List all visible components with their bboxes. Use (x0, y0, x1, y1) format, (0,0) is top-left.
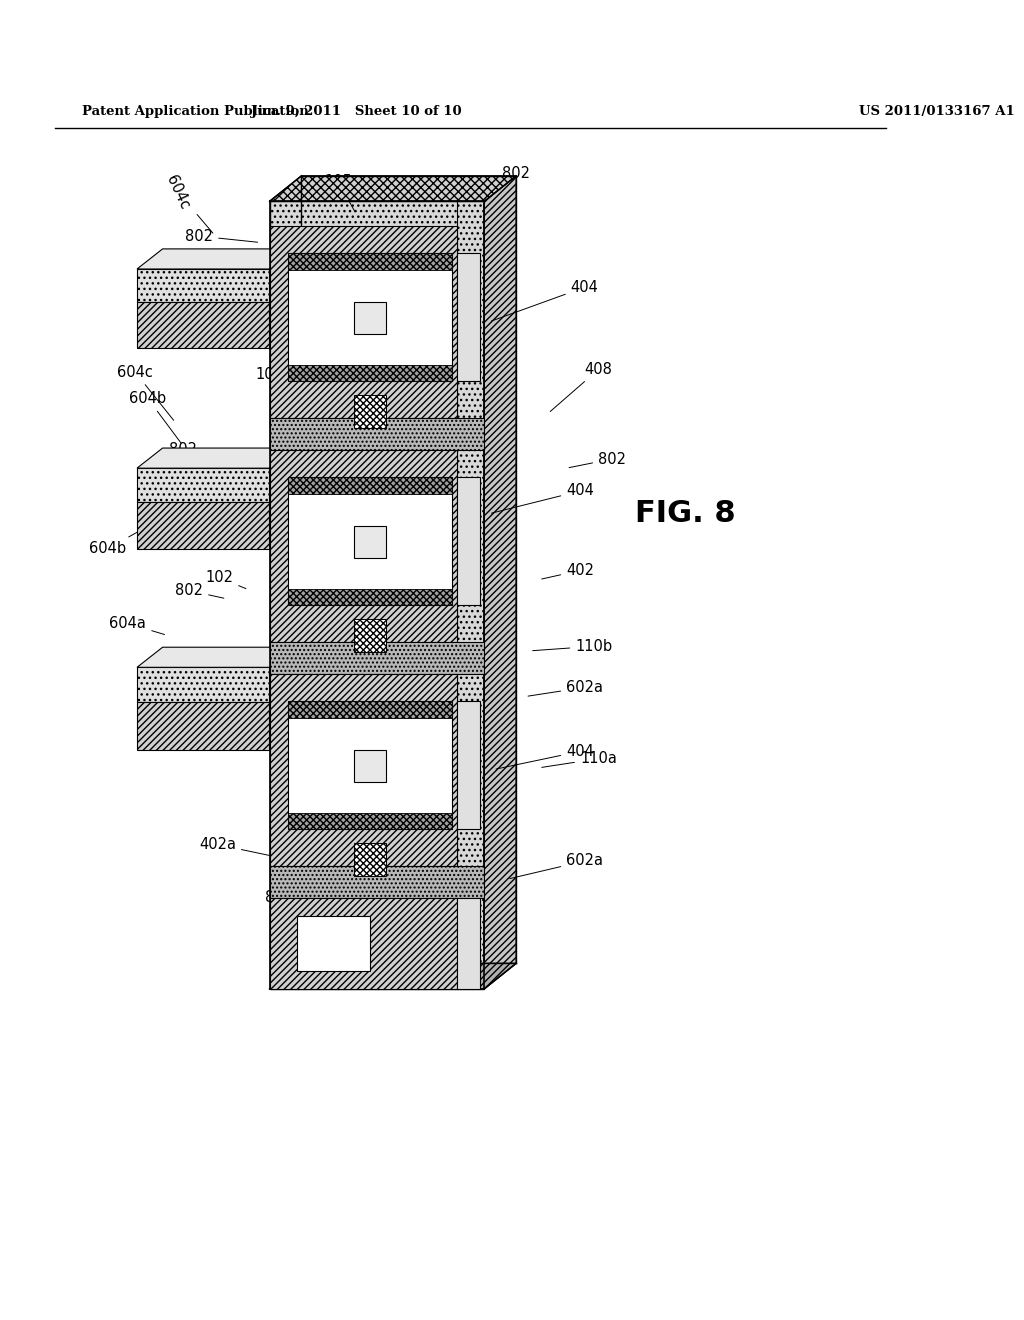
Text: 104: 104 (402, 469, 430, 502)
Text: 110b: 110b (532, 639, 612, 653)
Text: 408: 408 (550, 362, 612, 412)
Bar (354, 525, 386, 557)
Bar (269, 202, 484, 989)
Bar (269, 673, 457, 866)
Bar (354, 302, 386, 334)
Polygon shape (484, 176, 516, 989)
Bar (288, 813, 453, 829)
Bar (457, 253, 479, 381)
Bar (269, 450, 457, 642)
Text: 105: 105 (324, 174, 355, 211)
Bar (269, 642, 484, 673)
Text: 402a: 402a (199, 837, 271, 855)
Text: 604c: 604c (118, 364, 174, 420)
Bar (288, 589, 453, 605)
Polygon shape (137, 302, 269, 347)
Text: FIG. 8: FIG. 8 (635, 499, 735, 528)
Polygon shape (269, 964, 516, 989)
Text: 102: 102 (205, 570, 246, 589)
Text: 604b: 604b (129, 391, 181, 444)
Bar (288, 701, 453, 718)
Text: Patent Application Publication: Patent Application Publication (82, 106, 309, 119)
Bar (457, 701, 479, 829)
Text: 802: 802 (569, 451, 626, 467)
Bar (353, 395, 386, 428)
Bar (288, 253, 453, 381)
Text: 604c: 604c (164, 173, 213, 234)
Text: US 2011/0133167 A1: US 2011/0133167 A1 (859, 106, 1015, 119)
Bar (288, 478, 453, 494)
Bar (288, 701, 453, 829)
Bar (457, 478, 479, 605)
Text: 604b: 604b (89, 523, 155, 556)
Text: 802: 802 (175, 583, 224, 598)
Bar (353, 619, 386, 652)
Polygon shape (137, 702, 269, 750)
Polygon shape (137, 249, 295, 269)
Bar (269, 866, 484, 898)
Polygon shape (137, 269, 269, 302)
Polygon shape (269, 447, 295, 549)
Bar (269, 226, 457, 418)
Polygon shape (137, 647, 295, 668)
Text: 404: 404 (496, 744, 594, 770)
Bar (354, 750, 386, 781)
Bar (288, 364, 453, 381)
Text: 103: 103 (256, 367, 287, 409)
Text: 802: 802 (179, 714, 231, 730)
Bar (353, 842, 386, 875)
Polygon shape (137, 447, 295, 469)
Bar (288, 478, 453, 605)
Bar (269, 898, 457, 989)
Text: 602a: 602a (528, 680, 603, 696)
Text: 604a: 604a (110, 616, 165, 635)
Text: 802: 802 (451, 166, 530, 201)
Bar (288, 253, 453, 269)
Polygon shape (269, 647, 295, 750)
Text: 110a: 110a (542, 751, 616, 767)
Text: 402: 402 (542, 562, 594, 579)
Text: 602a: 602a (510, 854, 603, 879)
Polygon shape (269, 176, 516, 202)
Polygon shape (137, 668, 269, 702)
Polygon shape (137, 469, 269, 502)
Text: 802: 802 (185, 228, 258, 244)
Bar (297, 916, 370, 970)
Text: Jun. 9, 2011   Sheet 10 of 10: Jun. 9, 2011 Sheet 10 of 10 (251, 106, 462, 119)
Text: 404: 404 (492, 280, 599, 321)
Polygon shape (137, 502, 269, 549)
Text: 404: 404 (492, 483, 594, 513)
Text: 802: 802 (264, 890, 317, 928)
Polygon shape (269, 249, 295, 347)
Bar (457, 898, 479, 989)
Bar (269, 418, 484, 450)
Text: 802: 802 (169, 442, 224, 461)
